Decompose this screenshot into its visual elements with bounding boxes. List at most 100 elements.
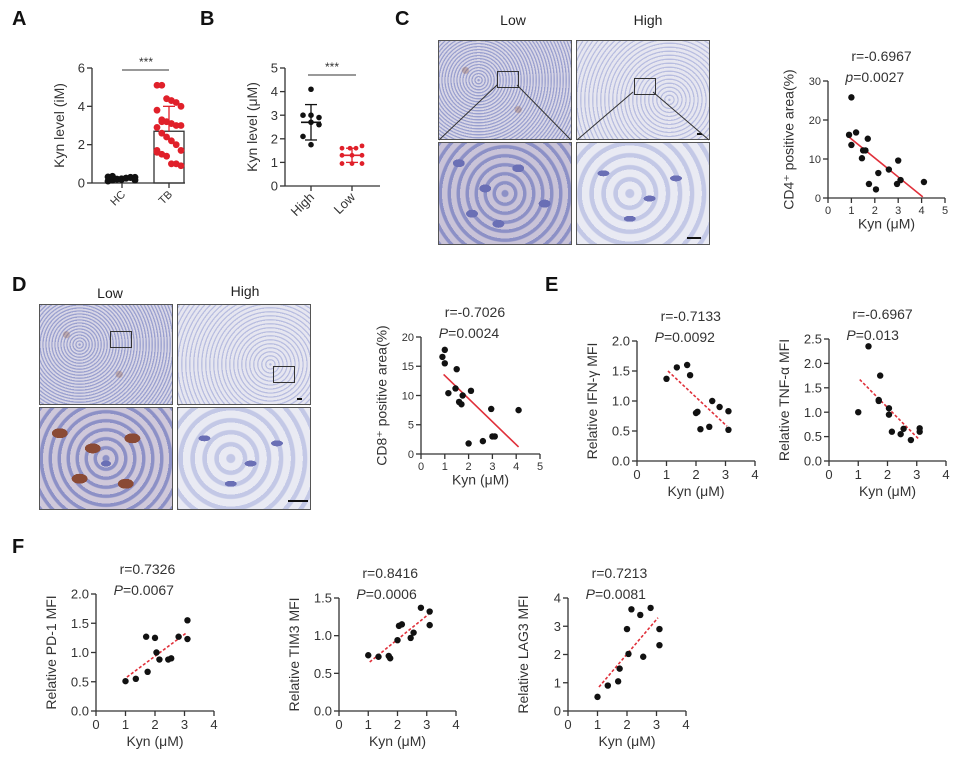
y-tick-label: 0 bbox=[554, 704, 561, 719]
zoom-region-box bbox=[110, 331, 132, 348]
data-point-low bbox=[339, 161, 345, 166]
data-point-tb bbox=[163, 133, 171, 141]
y-tick-label: 5 bbox=[408, 420, 414, 432]
data-point bbox=[151, 634, 159, 642]
data-point bbox=[920, 178, 928, 186]
p-symbol: P bbox=[586, 586, 596, 602]
data-point bbox=[441, 360, 448, 367]
x-tick-label: Low bbox=[331, 189, 359, 217]
x-tick-label: 1 bbox=[594, 717, 601, 732]
y-tick-label: 2.0 bbox=[804, 356, 822, 371]
y-tick-label: 0.5 bbox=[804, 429, 822, 444]
p-value: =0.013 bbox=[856, 327, 899, 343]
correlation-r-label: r=-0.6967 bbox=[851, 48, 912, 64]
data-point bbox=[885, 405, 893, 412]
data-point bbox=[459, 392, 466, 399]
p-value: =0.0024 bbox=[448, 325, 499, 341]
correlation-r-label: r=0.7213 bbox=[592, 565, 648, 581]
x-tick-label: 1 bbox=[848, 205, 854, 217]
data-point-low bbox=[359, 152, 365, 158]
y-tick-label: 0 bbox=[78, 176, 85, 191]
x-tick-label: 4 bbox=[919, 205, 925, 217]
zoom-region-box bbox=[273, 366, 295, 383]
data-point bbox=[656, 625, 663, 633]
zoom-region-box bbox=[497, 71, 519, 88]
y-axis-label: Kyn level (μM) bbox=[244, 82, 260, 172]
data-point-tb bbox=[153, 81, 161, 89]
data-point bbox=[875, 397, 882, 405]
panel-letter-f: F bbox=[12, 536, 25, 558]
scale-bar bbox=[297, 398, 302, 400]
y-tick-label: 20 bbox=[809, 115, 821, 127]
y-tick-label: 4 bbox=[78, 99, 85, 114]
correlation-r-label: r=-0.6967 bbox=[852, 306, 913, 322]
data-point bbox=[647, 604, 654, 612]
micrograph-c-high-overview bbox=[576, 40, 710, 140]
correlation-r-label: r=-0.7026 bbox=[445, 304, 506, 320]
data-point-high bbox=[308, 86, 314, 93]
data-point bbox=[637, 611, 644, 619]
data-point-high bbox=[316, 121, 322, 128]
data-point bbox=[876, 372, 884, 379]
data-point bbox=[445, 389, 452, 397]
data-point bbox=[663, 375, 670, 382]
x-tick-label: 2 bbox=[623, 717, 630, 732]
x-tick-label: 1 bbox=[365, 717, 372, 732]
x-tick-label: 4 bbox=[210, 717, 217, 732]
scale-bar bbox=[687, 237, 701, 239]
micrograph-d-low-overview bbox=[39, 304, 173, 405]
y-tick-label: 0.0 bbox=[71, 704, 89, 719]
data-point bbox=[725, 408, 732, 415]
x-tick-label: 1 bbox=[855, 467, 862, 482]
y-tick-label: 10 bbox=[809, 154, 821, 166]
micrograph-d-high-overview bbox=[177, 304, 311, 405]
x-tick-label: 5 bbox=[942, 205, 948, 217]
y-tick-label: 2.0 bbox=[612, 334, 630, 349]
data-point bbox=[394, 636, 401, 644]
data-point bbox=[686, 372, 694, 379]
panel-letter-b: B bbox=[200, 8, 215, 30]
x-tick-label: 2 bbox=[151, 717, 158, 732]
regression-line bbox=[848, 136, 924, 198]
data-point bbox=[184, 635, 191, 643]
data-point bbox=[640, 653, 647, 660]
y-tick-label: 1 bbox=[271, 155, 278, 170]
data-point bbox=[452, 385, 459, 392]
data-point-tb bbox=[168, 160, 175, 168]
chart-e1: 0.0 0.5 1.0 1.5 2.0 0 1 2 3 4 Kyn (μM) Relative IFN… bbox=[584, 308, 758, 499]
y-tick-label: 0 bbox=[408, 449, 414, 461]
chart-d: 0 5 10 15 20 0 1 2 3 4 5 Kyn (μM) CD8⁺ positive area… bbox=[373, 304, 543, 487]
p-value: =0.0027 bbox=[853, 69, 904, 85]
micrograph-d-high-label: High bbox=[230, 283, 260, 299]
data-point-tb bbox=[172, 99, 180, 106]
data-point bbox=[888, 428, 896, 435]
chart-a: 0 2 4 6 HC TB *** Kyn level (iM) bbox=[51, 55, 185, 208]
p-symbol: p bbox=[844, 69, 853, 85]
data-point bbox=[916, 425, 923, 432]
x-tick-label: 3 bbox=[895, 205, 901, 217]
data-point-tb bbox=[158, 81, 166, 89]
panel-letter-a: A bbox=[12, 8, 27, 30]
data-point-low bbox=[339, 152, 345, 158]
y-tick-label: 4 bbox=[271, 84, 278, 99]
x-tick-label: 2 bbox=[466, 461, 472, 473]
y-tick-label: 0 bbox=[815, 193, 821, 205]
y-axis-label: CD8⁺ positive area(%) bbox=[373, 325, 389, 465]
significance-label: *** bbox=[325, 60, 339, 74]
x-tick-label: 3 bbox=[913, 467, 920, 482]
y-tick-label: 2.0 bbox=[71, 587, 89, 602]
correlation-r-label: r=0.7326 bbox=[120, 561, 176, 577]
regression-line bbox=[667, 370, 728, 427]
p-symbol: P bbox=[114, 582, 124, 598]
x-tick-label: TB bbox=[157, 189, 175, 207]
y-axis-label: Relative TIM3 MFI bbox=[286, 597, 302, 711]
micrograph-c-low-zoom bbox=[438, 142, 572, 245]
x-tick-label: 0 bbox=[335, 717, 342, 732]
data-point bbox=[515, 406, 522, 414]
x-tick-label: 5 bbox=[537, 461, 543, 473]
y-axis-label: CD4⁺ positive area(%) bbox=[780, 69, 796, 209]
x-tick-label: 0 bbox=[825, 467, 832, 482]
data-point bbox=[725, 426, 732, 433]
data-point bbox=[862, 147, 869, 154]
